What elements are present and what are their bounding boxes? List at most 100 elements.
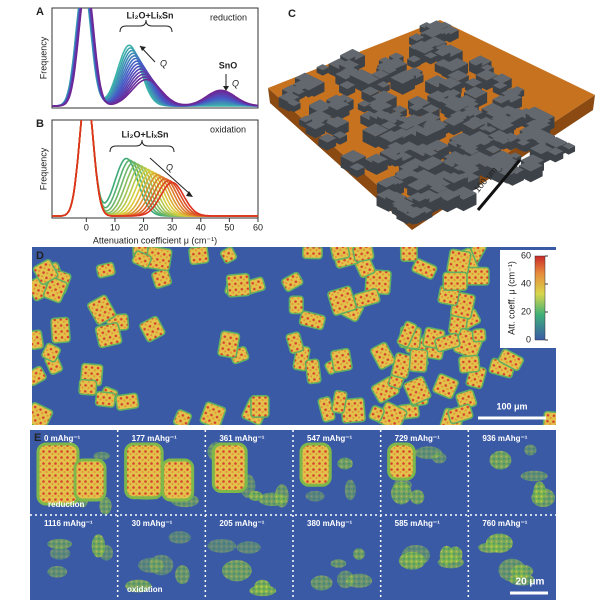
particle <box>115 392 140 411</box>
colorbar-box <box>500 250 556 348</box>
patch <box>275 484 289 508</box>
curve <box>52 8 258 107</box>
particle <box>387 442 416 481</box>
block-top <box>439 77 462 89</box>
block-top <box>390 71 415 84</box>
patch <box>175 565 190 585</box>
block-top <box>443 150 467 163</box>
particle <box>73 458 107 502</box>
particle <box>199 401 227 425</box>
block-top <box>464 147 480 155</box>
curve <box>52 8 258 107</box>
block-side <box>357 103 371 113</box>
particle <box>299 442 332 487</box>
block-top <box>529 142 553 155</box>
particle <box>285 331 305 355</box>
block-side <box>327 105 347 119</box>
capacity-label: 760 mAhg⁻¹ <box>482 519 527 528</box>
arrow-label: Q <box>232 78 239 88</box>
patch <box>149 554 174 576</box>
block-top <box>447 69 469 81</box>
patch <box>489 450 512 470</box>
particle <box>217 330 241 359</box>
block-top <box>427 90 449 101</box>
arrowhead <box>223 86 229 91</box>
base-side <box>268 88 595 230</box>
bracket-label: Li₂O+LiₓSn <box>126 10 173 20</box>
block-top <box>392 201 409 210</box>
x-tick-label: 60 <box>253 222 263 232</box>
block-top <box>508 152 522 159</box>
block-top <box>477 116 496 126</box>
block-top <box>408 70 424 79</box>
arrow-label: Q <box>160 58 167 68</box>
block-top <box>434 48 451 57</box>
block-top <box>488 129 510 141</box>
patch <box>47 566 68 578</box>
block-side <box>516 142 530 152</box>
block-top <box>492 73 512 84</box>
particle <box>331 389 348 415</box>
block-top <box>376 81 390 88</box>
patch <box>485 533 513 553</box>
curves <box>52 8 258 107</box>
curve <box>52 8 258 107</box>
arrowhead <box>140 46 146 51</box>
block-side <box>372 160 385 169</box>
block-top <box>407 179 429 191</box>
particle <box>446 248 472 276</box>
process-label: reduction <box>48 500 85 509</box>
block-side <box>287 102 301 113</box>
patch <box>337 457 353 470</box>
block-top <box>461 106 484 118</box>
block-side <box>388 157 403 167</box>
patch <box>125 579 152 593</box>
curve <box>52 8 258 107</box>
block-top <box>377 59 403 72</box>
particle <box>87 294 117 326</box>
x-tick-label: 30 <box>167 222 177 232</box>
particle <box>172 409 193 425</box>
process-label: oxidation <box>127 585 163 594</box>
panel-label: D <box>36 250 44 262</box>
particle <box>32 329 45 351</box>
colorbar-tick-label: 40 <box>521 278 531 288</box>
particle <box>304 358 322 385</box>
block-top <box>282 84 302 95</box>
particle <box>471 327 487 343</box>
colorbar-tick-label: 20 <box>521 306 531 316</box>
patch <box>398 551 426 570</box>
tile-grid: 0 mAhg⁻¹ 177 mAhg⁻¹ 361 mAhg⁻¹ 547 mAhg⁻¹ 72… <box>30 430 556 600</box>
block-top <box>492 94 510 104</box>
block-side <box>443 120 465 136</box>
particle <box>211 442 248 494</box>
block-side <box>497 141 510 150</box>
patch <box>498 558 526 582</box>
block-top <box>518 159 543 172</box>
patch <box>168 531 191 544</box>
block-top <box>332 131 348 139</box>
block-top <box>396 115 410 123</box>
patch <box>344 479 356 501</box>
block-side <box>316 67 329 76</box>
block-top <box>441 60 464 72</box>
x-tick-label: 0 <box>84 222 89 232</box>
block-top <box>318 133 337 143</box>
patch <box>439 545 454 566</box>
block-top <box>303 76 325 88</box>
block-top <box>429 183 448 193</box>
block-top <box>382 66 397 74</box>
block-top <box>299 115 313 123</box>
block-top <box>389 52 404 60</box>
patch <box>520 470 548 482</box>
block-top <box>485 145 501 154</box>
block-top <box>278 91 300 103</box>
block-top <box>371 104 386 112</box>
block-top <box>424 149 438 157</box>
block-top <box>517 135 531 142</box>
particle <box>458 354 481 374</box>
patch <box>49 547 71 560</box>
capacity-label: 936 mAhg⁻¹ <box>482 434 527 443</box>
curve <box>52 120 258 217</box>
curve <box>52 120 258 217</box>
